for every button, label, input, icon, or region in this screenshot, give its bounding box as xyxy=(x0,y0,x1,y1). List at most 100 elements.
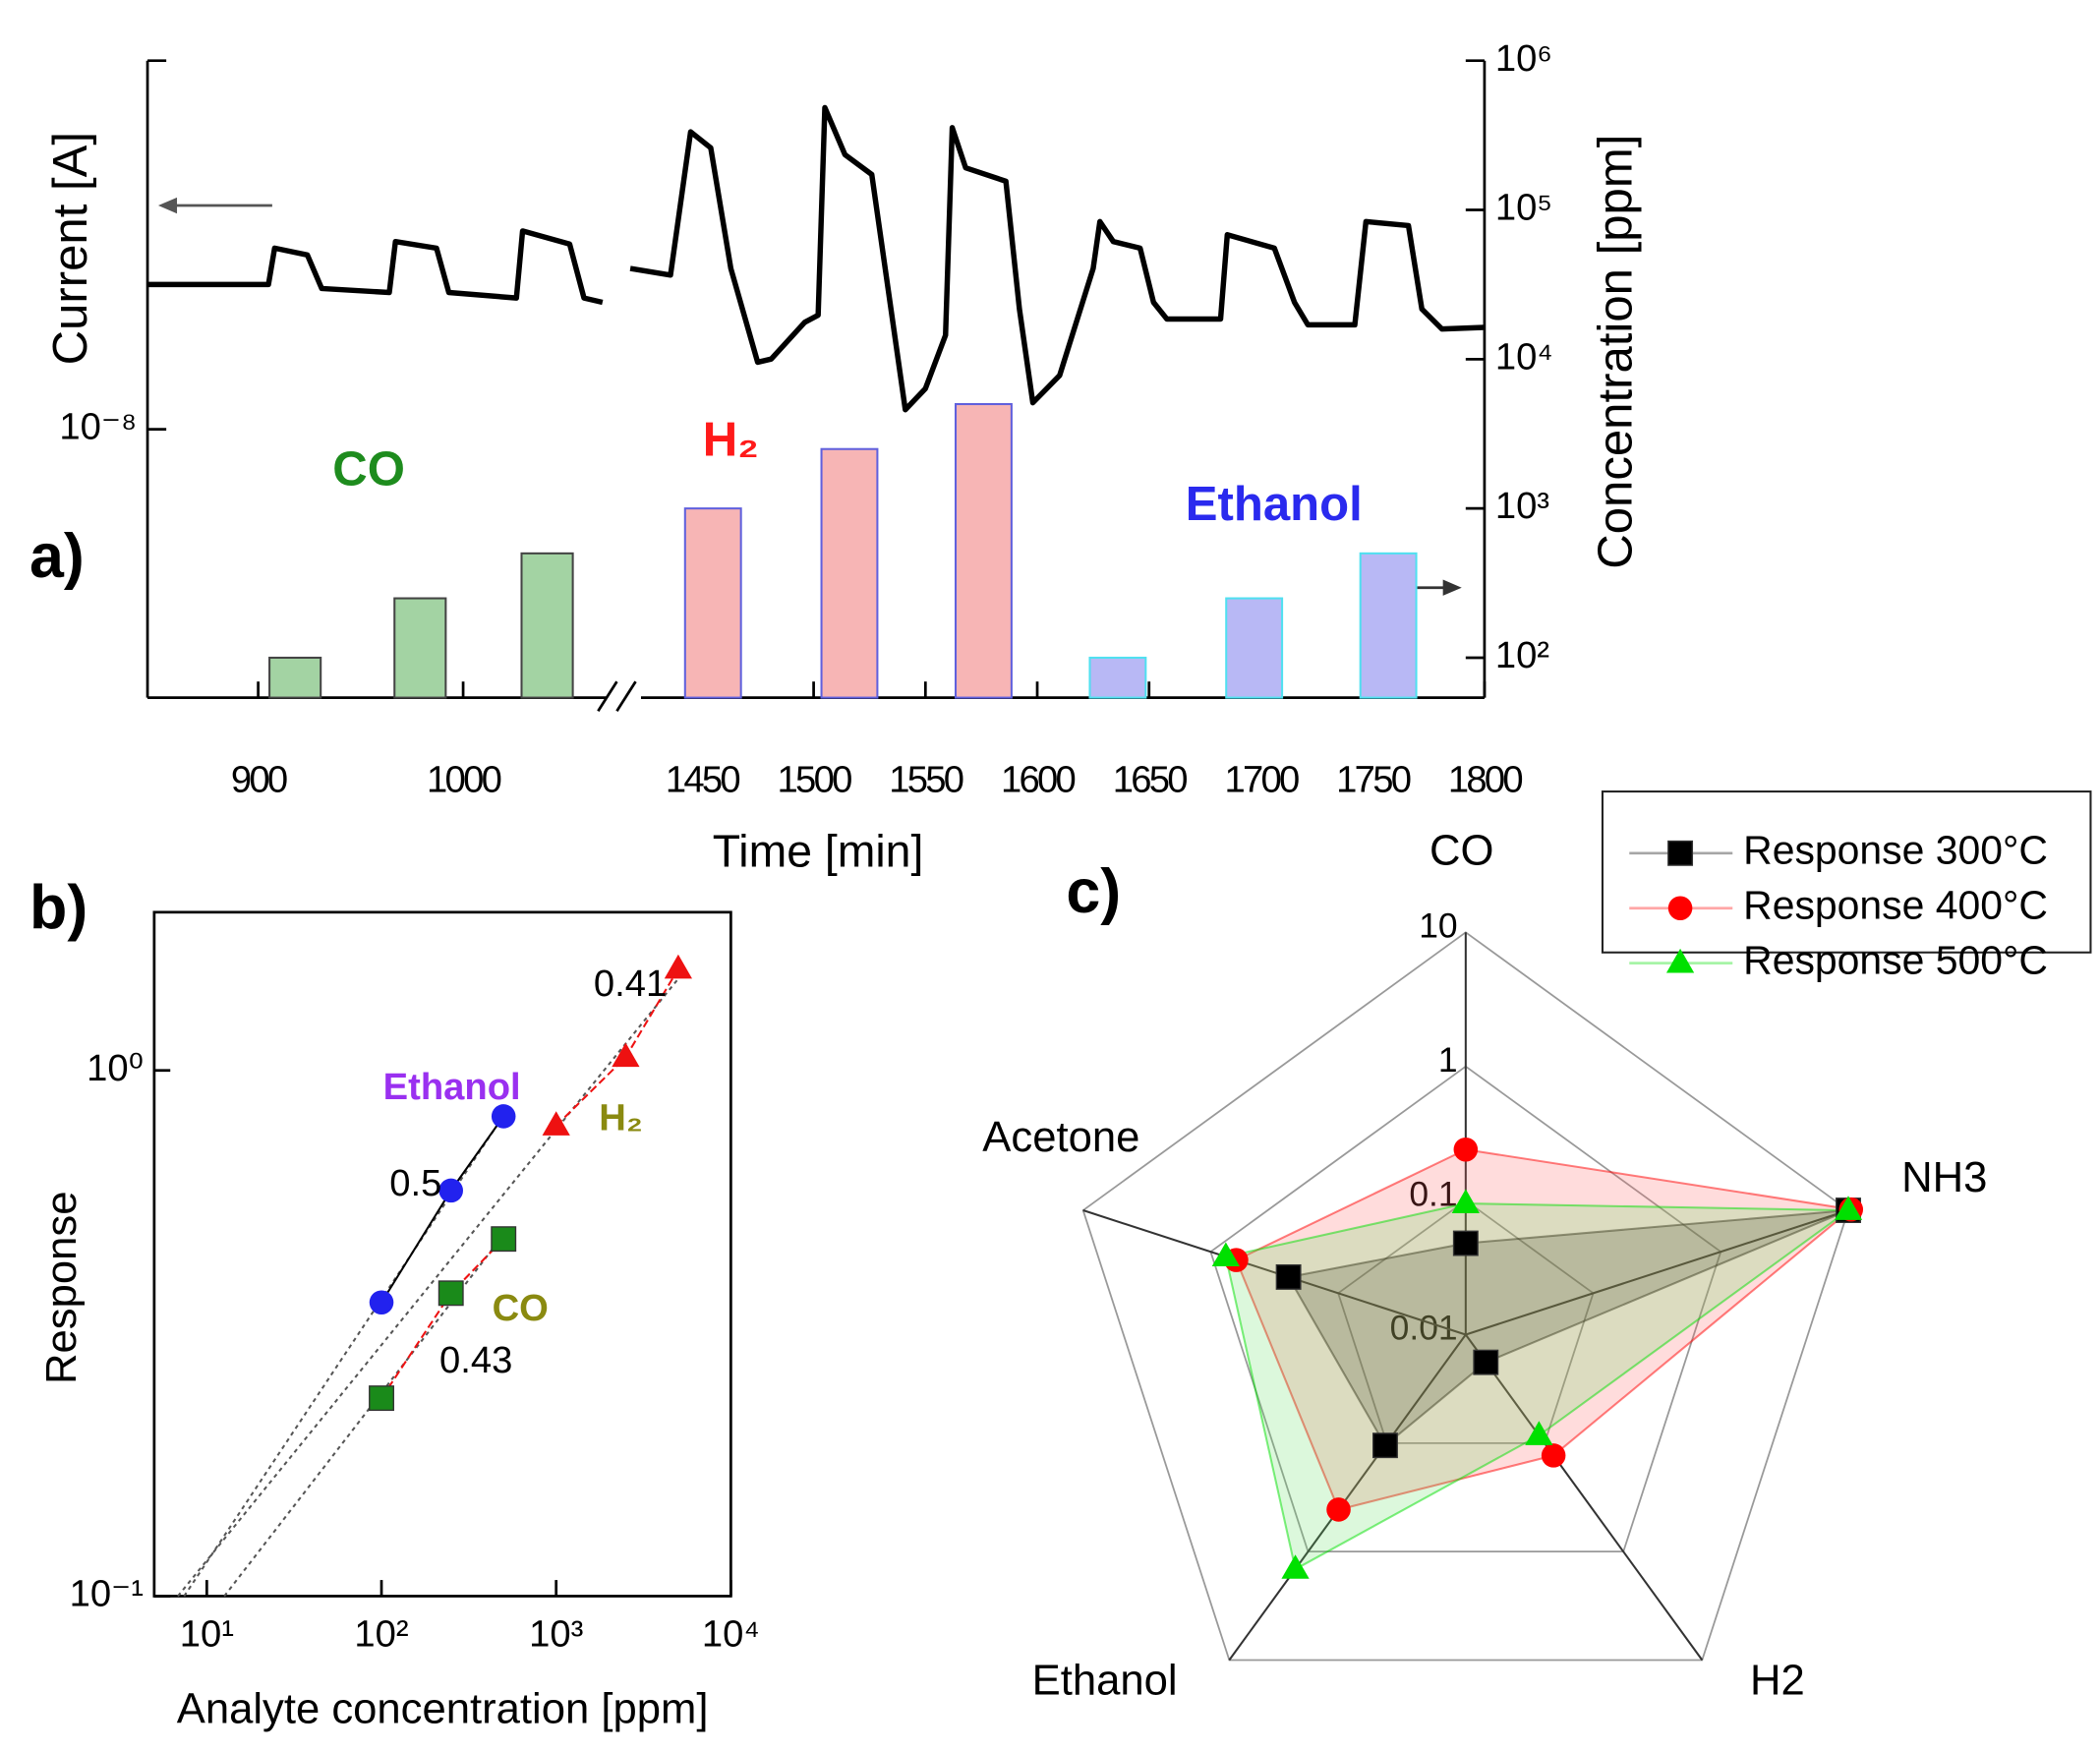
y-axis-label: Current [A] xyxy=(44,132,97,365)
legend-marker xyxy=(1667,896,1693,921)
panel-label: a) xyxy=(29,522,85,591)
data-point xyxy=(542,1111,570,1136)
data-point xyxy=(1372,1432,1398,1459)
data-point xyxy=(664,954,693,979)
data-point xyxy=(1211,1242,1240,1267)
panel-label: b) xyxy=(29,873,88,942)
y2-tick-label: 10² xyxy=(1495,634,1549,676)
y2-tick-label: 10³ xyxy=(1495,485,1549,527)
data-point xyxy=(369,1290,394,1315)
data-point xyxy=(1281,1554,1310,1579)
data-point xyxy=(491,1226,517,1253)
arrow-head xyxy=(157,197,178,214)
plot-frame xyxy=(152,910,732,1598)
x-tick-label: 10² xyxy=(354,1612,408,1655)
x-tick-label: 1450 xyxy=(666,759,740,801)
grid-ring xyxy=(1081,931,1850,1662)
bar xyxy=(683,507,742,699)
spoke xyxy=(1465,1209,1849,1336)
panel-label: c) xyxy=(1066,857,1121,926)
x-tick-label: 900 xyxy=(231,759,287,801)
series-label: CO xyxy=(493,1287,549,1329)
data-point xyxy=(1541,1443,1566,1468)
bar xyxy=(520,552,574,699)
data-point xyxy=(1452,1230,1479,1256)
data-point xyxy=(1834,1196,1863,1220)
data-point xyxy=(1525,1421,1553,1445)
x-tick-label: 10³ xyxy=(529,1612,583,1655)
axis-break xyxy=(615,680,637,712)
slope-label: 0.43 xyxy=(439,1339,512,1381)
bar xyxy=(268,656,322,699)
r-tick-label: 1 xyxy=(1438,1040,1458,1080)
legend-marker xyxy=(1665,948,1695,973)
spoke xyxy=(1465,1333,1704,1662)
legend-label: Response 500°C xyxy=(1743,937,2048,982)
legend-box xyxy=(1601,790,2092,954)
bar xyxy=(1088,656,1147,699)
y2-axis-label: Concentration [ppm] xyxy=(1589,135,1642,569)
slope-label: 0.5 xyxy=(389,1162,441,1204)
x-axis-label: Time [min] xyxy=(713,825,924,876)
series-label: H₂ xyxy=(599,1096,643,1139)
x-tick-label: 1000 xyxy=(427,759,501,801)
x-tick-label: 1700 xyxy=(1224,759,1299,801)
x-axis-label: Analyte concentration [ppm] xyxy=(177,1684,709,1732)
x-tick-label: 1650 xyxy=(1113,759,1188,801)
data-point xyxy=(1453,1137,1479,1162)
axis-label: Ethanol xyxy=(1032,1657,1178,1705)
x-tick-label: 10⁴ xyxy=(702,1612,760,1655)
legend-marker xyxy=(1667,840,1694,866)
y-tick-label: 10⁰ xyxy=(87,1047,144,1089)
current-line xyxy=(147,104,1486,413)
series-label: Ethanol xyxy=(383,1066,521,1108)
y-axis-label: Response xyxy=(37,1192,86,1384)
legend-label: Response 300°C xyxy=(1743,828,2048,873)
fit-line xyxy=(177,977,679,1598)
radar-area xyxy=(1235,1148,1854,1511)
data-point xyxy=(1473,1349,1499,1375)
bar xyxy=(1359,552,1418,699)
series-label: H₂ xyxy=(703,413,759,466)
data-point xyxy=(1326,1497,1351,1522)
grid-ring xyxy=(1337,1198,1595,1444)
x-tick-label: 1550 xyxy=(889,759,963,801)
data-point xyxy=(1275,1263,1302,1290)
data-point xyxy=(438,1178,464,1203)
series-label: CO xyxy=(332,442,405,496)
y-tick-label: 10⁻⁸ xyxy=(59,406,137,448)
axis-label: NH3 xyxy=(1901,1153,1987,1201)
axis-label: Acetone xyxy=(982,1113,1139,1161)
axis-label: CO xyxy=(1429,826,1493,874)
bar xyxy=(954,403,1013,699)
y2-tick-label: 10⁵ xyxy=(1495,187,1552,229)
x-tick-label: 1800 xyxy=(1448,759,1523,801)
legend-label: Response 400°C xyxy=(1743,883,2048,928)
series-label: Ethanol xyxy=(1186,478,1363,531)
bar xyxy=(820,447,879,699)
y2-tick-label: 10⁴ xyxy=(1495,335,1553,378)
spoke xyxy=(1228,1333,1467,1662)
radar-area xyxy=(1287,1209,1849,1447)
x-tick-label: 10¹ xyxy=(180,1612,234,1655)
axis-label: H2 xyxy=(1750,1657,1805,1705)
grid-ring xyxy=(1209,1065,1722,1553)
spoke xyxy=(1082,1209,1467,1336)
data-point xyxy=(438,1280,464,1307)
x-tick-label: 1500 xyxy=(778,759,852,801)
y-tick-label: 10⁻¹ xyxy=(70,1573,144,1615)
data-point xyxy=(491,1104,516,1129)
y2-tick-label: 10⁶ xyxy=(1495,37,1552,80)
slope-label: 0.41 xyxy=(594,963,667,1005)
data-point xyxy=(1451,1189,1480,1213)
data-point xyxy=(612,1042,640,1068)
radar-area xyxy=(1224,1202,1852,1571)
arrow-head xyxy=(1442,579,1462,596)
bar xyxy=(393,597,447,699)
x-tick-label: 1750 xyxy=(1336,759,1411,801)
r-tick-label: 10 xyxy=(1419,906,1457,946)
bar xyxy=(1225,597,1284,699)
